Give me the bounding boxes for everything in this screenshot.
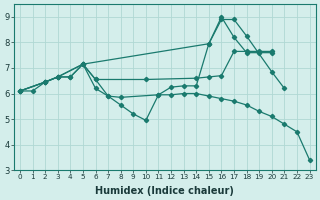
- X-axis label: Humidex (Indice chaleur): Humidex (Indice chaleur): [95, 186, 234, 196]
